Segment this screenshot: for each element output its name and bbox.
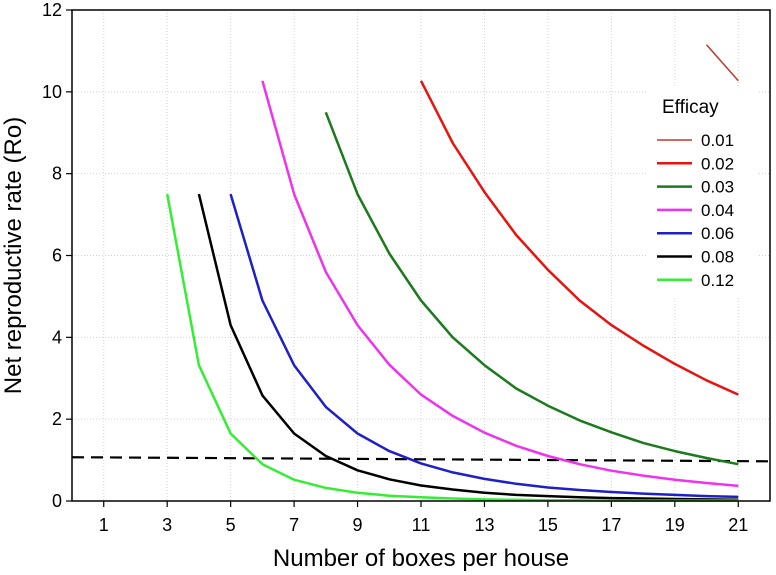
y-tick-label: 6 (52, 246, 62, 266)
x-ticks: 1 3 5 7 9 11 13 15 17 19 21 (99, 501, 748, 535)
x-tick-label: 9 (353, 515, 363, 535)
series-line-0.02 (419, 80, 739, 396)
y-tick-label: 8 (52, 164, 62, 184)
series-line-0.01 (705, 44, 739, 82)
x-tick-label: 13 (474, 515, 494, 535)
y-ticks: 0 2 4 6 8 10 12 (42, 0, 72, 511)
series-line-0.06 (229, 193, 739, 499)
legend-label: 0.04 (701, 201, 734, 220)
x-tick-label: 7 (289, 515, 299, 535)
y-tick-label: 10 (42, 82, 62, 102)
legend-label: 0.06 (701, 224, 734, 243)
legend-label: 0.12 (701, 271, 734, 290)
y-tick-label: 12 (42, 0, 62, 20)
x-tick-label: 3 (162, 515, 172, 535)
x-tick-label: 19 (665, 515, 685, 535)
y-tick-label: 2 (52, 409, 62, 429)
legend-label: 0.08 (701, 248, 734, 267)
x-tick-label: 15 (538, 515, 558, 535)
x-tick-label: 1 (99, 515, 109, 535)
legend-label: 0.01 (701, 131, 734, 150)
y-tick-label: 4 (52, 327, 62, 347)
x-axis-label: Number of boxes per house (273, 545, 569, 572)
legend-label: 0.02 (701, 154, 734, 173)
legend-title: Efficay (662, 97, 719, 118)
series-line-0.03 (324, 111, 739, 466)
reference-line-layer (71, 456, 771, 463)
series-line-0.08 (197, 193, 739, 502)
x-tick-label: 5 (226, 515, 236, 535)
x-tick-label: 21 (728, 515, 748, 535)
reference-dashed-line (71, 456, 771, 463)
y-tick-label: 0 (52, 491, 62, 511)
x-tick-label: 17 (601, 515, 621, 535)
series-line-0.04 (261, 80, 739, 488)
x-tick-label: 11 (412, 515, 431, 535)
legend-background (648, 88, 758, 298)
y-axis-label: Net reproductive rate (Ro) (0, 117, 27, 394)
legend-label: 0.03 (701, 178, 734, 197)
legend: Efficay 0.01 0.02 0.03 0.04 0.06 0.08 0.12 (648, 88, 758, 298)
